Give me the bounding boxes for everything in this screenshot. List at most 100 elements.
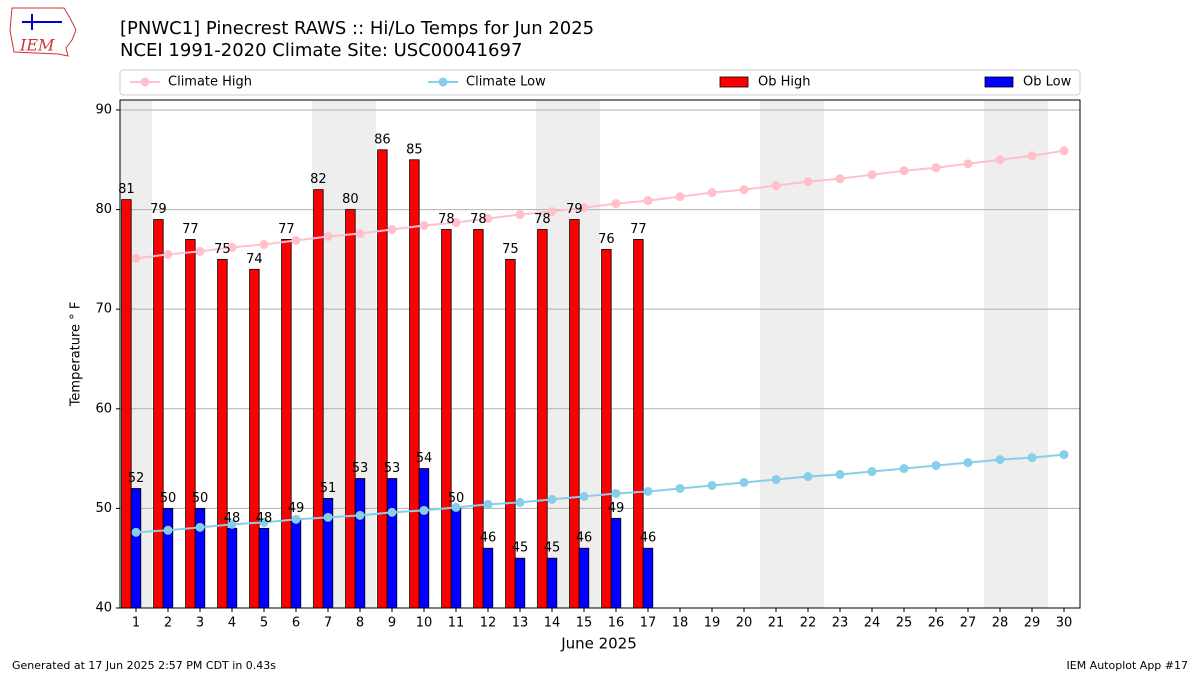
- x-axis-label: June 2025: [560, 635, 637, 653]
- x-tick-label: 2: [164, 616, 172, 631]
- x-tick-label: 11: [448, 616, 465, 631]
- x-tick-label: 29: [1024, 616, 1041, 631]
- y-axis-label: Temperature ° F: [69, 302, 84, 408]
- marker: [739, 477, 749, 487]
- data-label: 45: [544, 541, 561, 556]
- legend-label: Ob High: [758, 75, 811, 90]
- x-tick-label: 9: [388, 616, 396, 631]
- data-label: 78: [438, 212, 455, 227]
- bar: [482, 547, 494, 609]
- data-label: 49: [608, 501, 625, 516]
- marker: [899, 464, 909, 474]
- bar: [450, 507, 462, 609]
- line: [135, 453, 1065, 534]
- marker: [867, 170, 877, 180]
- marker: [291, 235, 301, 245]
- bar: [569, 219, 580, 609]
- bar: [514, 557, 526, 609]
- marker: [419, 221, 429, 231]
- footer-right: IEM Autoplot App #17: [1067, 659, 1189, 672]
- bar: [162, 507, 174, 609]
- marker: [931, 163, 941, 173]
- bar: [601, 249, 612, 609]
- marker: [451, 502, 461, 512]
- data-label: 51: [320, 481, 337, 496]
- marker: [547, 207, 557, 217]
- marker: [1059, 450, 1069, 460]
- x-tick-label: 1: [132, 616, 140, 631]
- data-label: 46: [640, 531, 657, 546]
- marker: [547, 494, 557, 504]
- legend-label: Climate Low: [466, 75, 546, 90]
- bar: [578, 547, 590, 609]
- y-tick-label: 70: [95, 302, 112, 317]
- marker: [355, 510, 365, 520]
- weekend-band: [792, 100, 824, 608]
- marker: [739, 185, 749, 195]
- y-tick-label: 80: [95, 202, 112, 217]
- x-tick-label: 30: [1056, 616, 1073, 631]
- marker: [483, 214, 493, 224]
- x-tick-label: 18: [672, 616, 689, 631]
- data-label: 74: [246, 252, 263, 267]
- x-tick-label: 13: [512, 616, 529, 631]
- marker: [259, 517, 269, 527]
- data-label: 52: [128, 471, 145, 486]
- data-label: 85: [406, 142, 423, 157]
- logo: IEM: [9, 7, 77, 57]
- data-label: 50: [160, 491, 177, 506]
- marker: [227, 519, 237, 529]
- y-tick-label: 60: [95, 401, 112, 416]
- bar: [121, 199, 132, 609]
- marker: [195, 522, 205, 532]
- marker: [963, 159, 973, 169]
- marker: [675, 192, 685, 202]
- marker: [611, 199, 621, 209]
- x-tick-label: 26: [928, 616, 945, 631]
- data-label: 45: [512, 541, 529, 556]
- weekend-band: [760, 100, 792, 608]
- weekend-band: [1016, 100, 1048, 608]
- marker: [227, 242, 237, 252]
- marker: [195, 246, 205, 256]
- marker: [867, 467, 877, 477]
- x-tick-label: 14: [544, 616, 561, 631]
- marker: [483, 499, 493, 509]
- bar: [130, 488, 142, 609]
- marker: [675, 483, 685, 493]
- data-label: 54: [416, 451, 433, 466]
- data-label: 77: [182, 222, 199, 237]
- bar: [386, 478, 398, 609]
- data-label: 46: [480, 531, 497, 546]
- x-tick-label: 6: [292, 616, 300, 631]
- bar: [153, 219, 164, 609]
- marker: [163, 249, 173, 259]
- logo-text: IEM: [19, 36, 55, 55]
- y-tick-label: 50: [95, 501, 112, 516]
- bar: [441, 229, 452, 609]
- x-tick-label: 25: [896, 616, 913, 631]
- marker: [131, 527, 141, 537]
- marker: [771, 181, 781, 191]
- marker: [1027, 453, 1037, 463]
- data-label: 48: [256, 511, 273, 526]
- x-tick-label: 22: [800, 616, 817, 631]
- data-label: 46: [576, 531, 593, 546]
- footer-left: Generated at 17 Jun 2025 2:57 PM CDT in …: [12, 659, 276, 672]
- marker: [995, 455, 1005, 465]
- bar: [345, 209, 356, 609]
- x-tick-label: 12: [480, 616, 497, 631]
- marker: [995, 155, 1005, 165]
- data-label: 79: [150, 202, 167, 217]
- weekend-band: [984, 100, 1016, 608]
- x-tick-label: 19: [704, 616, 721, 631]
- x-tick-label: 23: [832, 616, 849, 631]
- data-label: 77: [278, 222, 295, 237]
- bar: [633, 239, 644, 609]
- legend-label: Climate High: [168, 75, 252, 90]
- bar: [546, 557, 558, 609]
- marker: [643, 196, 653, 206]
- x-tick-label: 24: [864, 616, 881, 631]
- x-tick-label: 10: [416, 616, 433, 631]
- bar: [610, 517, 622, 609]
